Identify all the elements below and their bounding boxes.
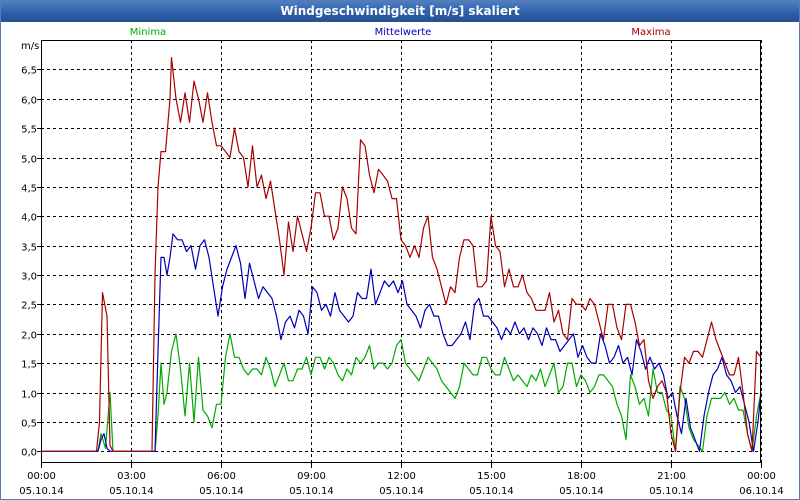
y-tick-label: 1,0 bbox=[21, 390, 37, 401]
y-tick-label: 3,0 bbox=[21, 272, 37, 283]
x-tick-date-label: 05.10.14 bbox=[559, 486, 604, 497]
x-tick-time-label: 12:00 bbox=[387, 471, 416, 482]
y-tick-label: 0,0 bbox=[21, 448, 37, 459]
axes bbox=[37, 40, 762, 468]
x-tick-date-label: 05.10.14 bbox=[109, 486, 154, 497]
y-tick-label: 6,5 bbox=[21, 66, 37, 77]
x-tick-date-label: 05.10.14 bbox=[469, 486, 514, 497]
y-tick-label: 4,0 bbox=[21, 213, 37, 224]
labels: 0,0 0,5 1,0 1,5 2,0 2,5 3,0 3,5 4,0 4,5 5,0 5,5 6,0 6… bbox=[19, 27, 784, 497]
y-tick-label: 5,5 bbox=[21, 125, 37, 136]
y-tick-label: 6,0 bbox=[21, 96, 37, 107]
y-tick-label: 4,5 bbox=[21, 184, 37, 195]
x-tick-date-label: 05.10.14 bbox=[199, 486, 244, 497]
x-tick-time-label: 00:00 bbox=[747, 471, 776, 482]
window-title: Windgeschwindigkeit [m/s] skaliert bbox=[1, 1, 799, 22]
legend-mittelwerte: Mittelwerte bbox=[375, 27, 432, 38]
x-tick-time-label: 15:00 bbox=[477, 471, 506, 482]
y-tick-label: 5,0 bbox=[21, 155, 37, 166]
x-tick-date-label: 06.10.14 bbox=[739, 486, 784, 497]
x-tick-time-label: 09:00 bbox=[297, 471, 326, 482]
y-tick-label: 2,5 bbox=[21, 301, 37, 312]
y-tick-label: 3,5 bbox=[21, 243, 37, 254]
x-tick-time-label: 03:00 bbox=[117, 471, 146, 482]
grid bbox=[41, 40, 762, 463]
series-line-mittelwerte bbox=[41, 233, 762, 452]
x-tick-time-label: 06:00 bbox=[207, 471, 236, 482]
wind-speed-chart: 0,0 0,5 1,0 1,5 2,0 2,5 3,0 3,5 4,0 4,5 5,0 5,5 6,0 6… bbox=[19, 27, 784, 497]
y-tick-label: 2,0 bbox=[21, 331, 37, 342]
x-tick-time-label: 18:00 bbox=[567, 471, 596, 482]
x-tick-time-label: 21:00 bbox=[657, 471, 686, 482]
y-axis-unit-label: m/s bbox=[21, 41, 39, 52]
x-tick-date-label: 05.10.14 bbox=[379, 486, 424, 497]
y-tick-label: 1,5 bbox=[21, 360, 37, 371]
series-layer bbox=[41, 56, 762, 452]
series-line-maxima bbox=[41, 56, 762, 452]
x-tick-date-label: 05.10.14 bbox=[289, 486, 334, 497]
legend-maxima: Maxima bbox=[631, 27, 670, 38]
x-tick-time-label: 00:00 bbox=[27, 471, 56, 482]
legend-minima: Minima bbox=[130, 27, 166, 38]
series-line-minima bbox=[41, 333, 762, 452]
x-tick-date-label: 05.10.14 bbox=[649, 486, 694, 497]
y-tick-label: 0,5 bbox=[21, 419, 37, 430]
plot-frame bbox=[41, 40, 761, 463]
x-tick-date-label: 05.10.14 bbox=[19, 486, 64, 497]
